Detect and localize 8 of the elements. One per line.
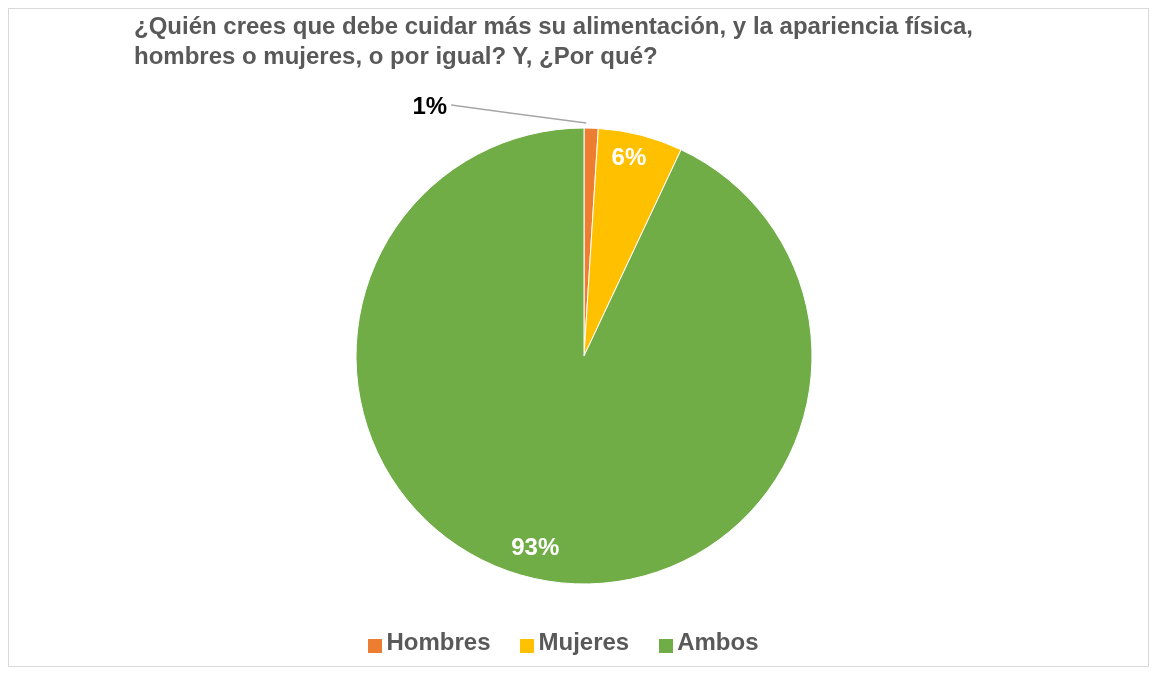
data-label: 6% — [611, 143, 647, 171]
data-label: 93% — [511, 533, 560, 561]
pie-slice — [355, 127, 813, 585]
chart-title: ¿Quién crees que debe cuidar más su alimentación, y la apariencia física, hombres o mujeres, o por igual? Y, ¿Por qué? — [134, 11, 974, 71]
legend-label: Hombres — [386, 628, 491, 655]
legend-label: Mujeres — [538, 628, 630, 655]
legend-label: Ambos — [677, 628, 759, 655]
data-label: 1% — [412, 91, 448, 119]
